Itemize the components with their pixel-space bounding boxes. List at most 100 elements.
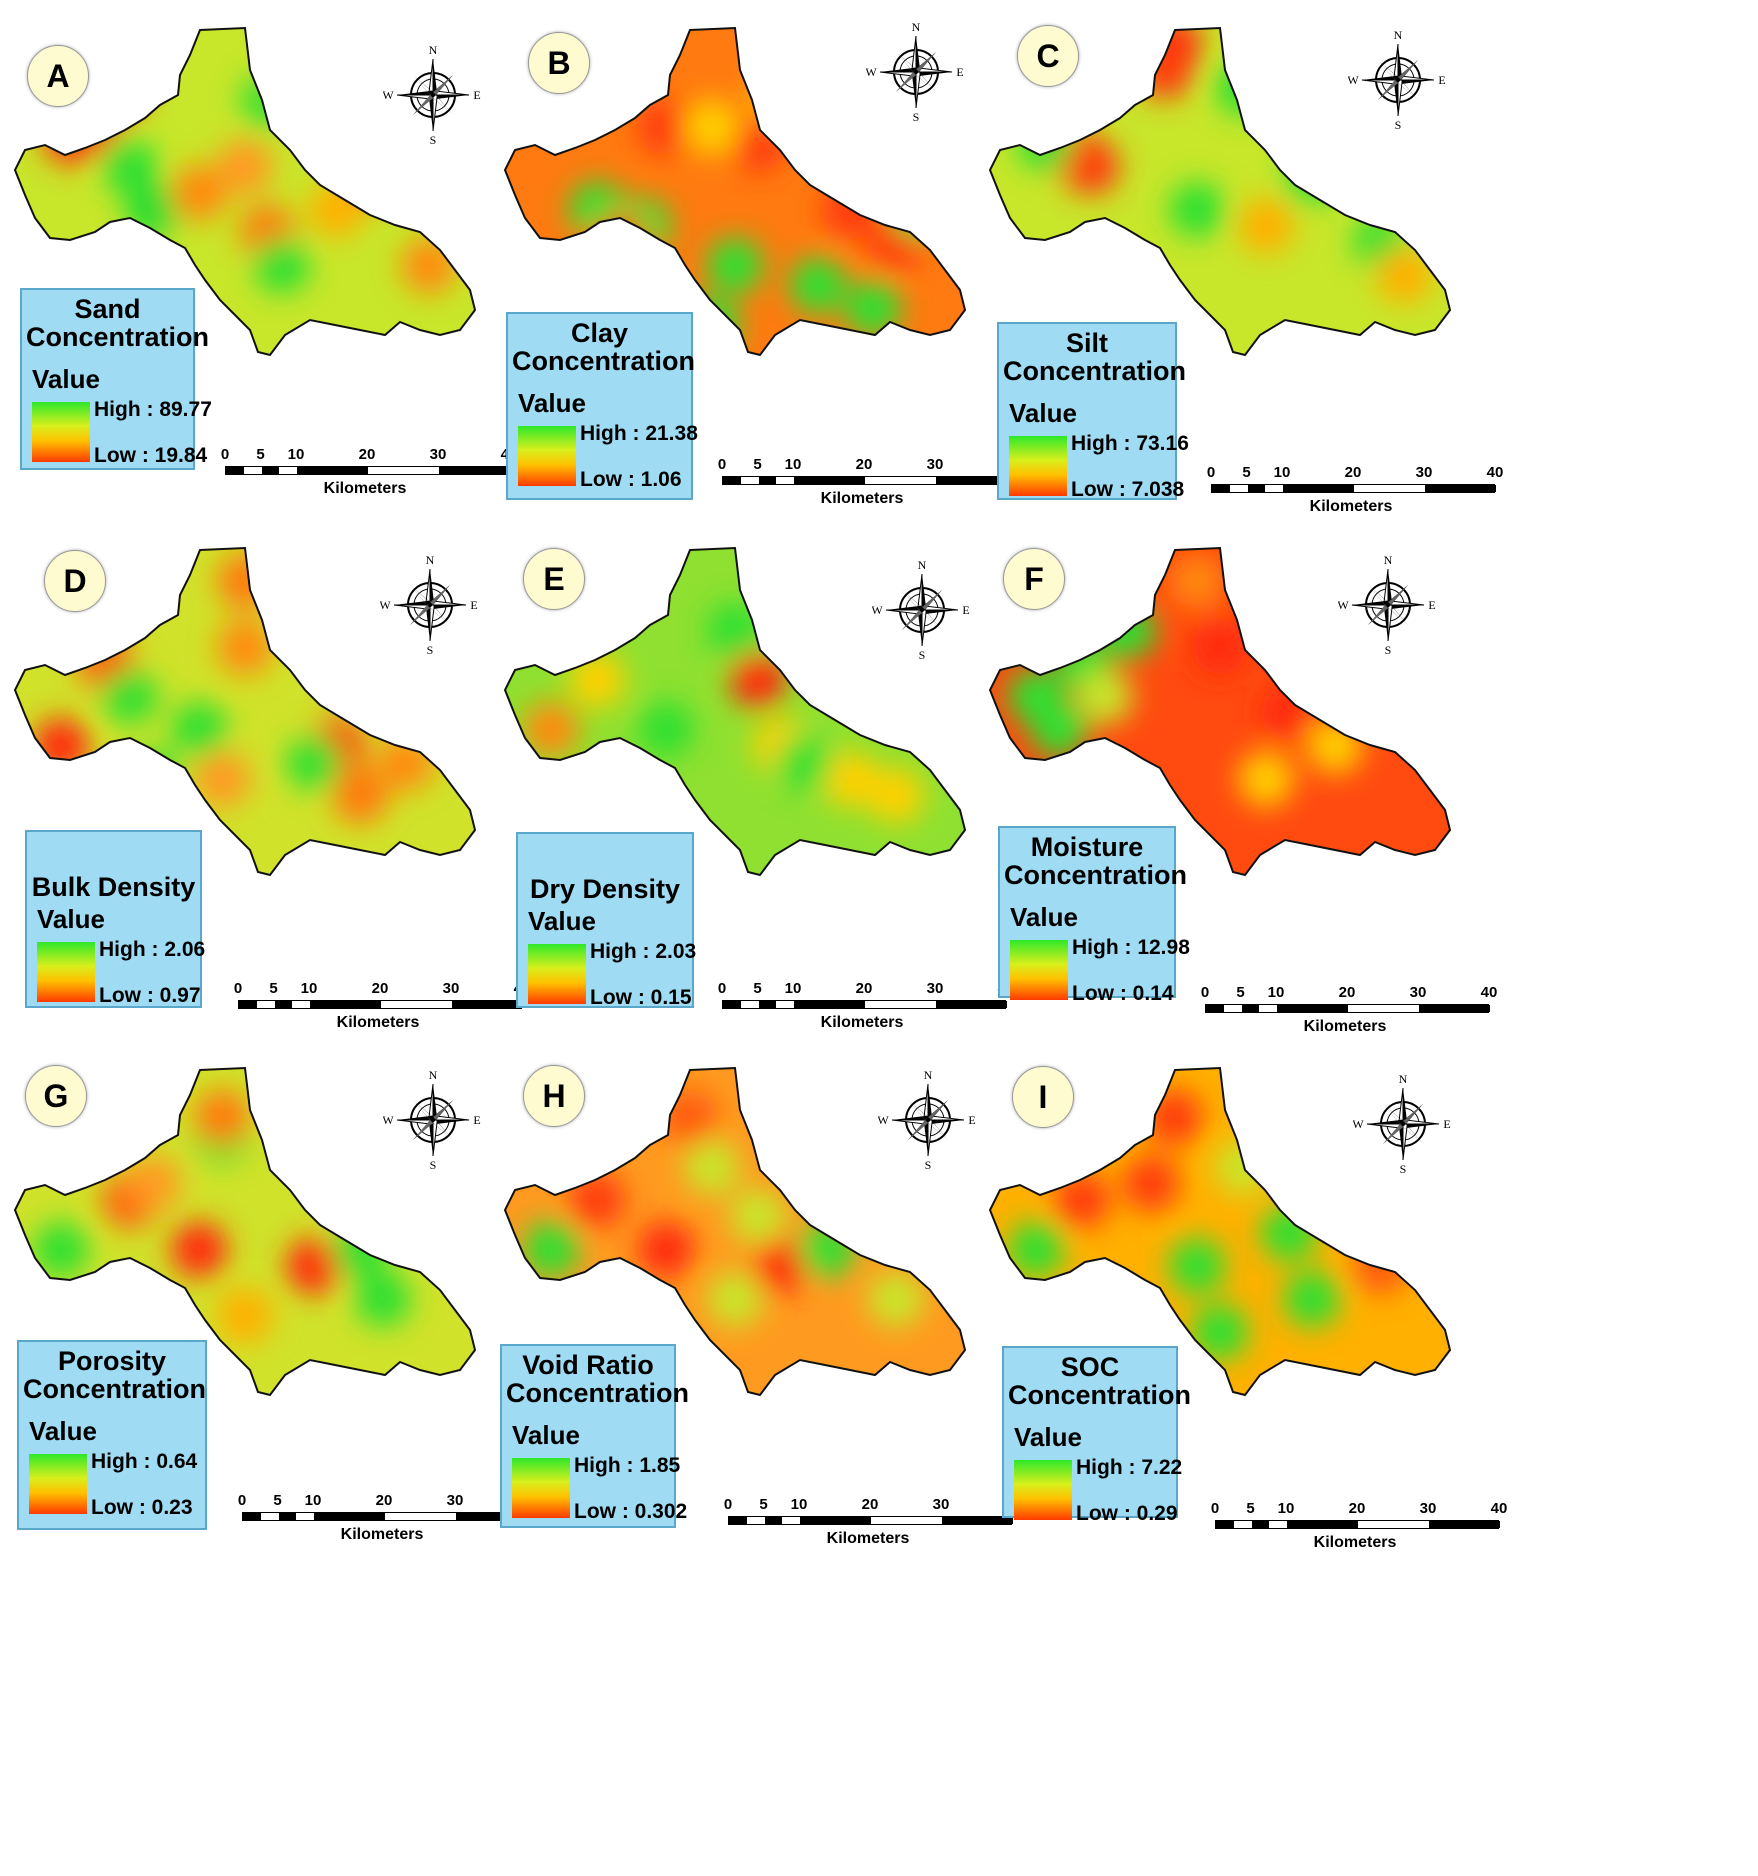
scale-units-label: Kilometers <box>820 490 904 507</box>
legend-high-value: High : 7.22 <box>1076 1456 1183 1479</box>
scale-tick-label: 10 <box>1273 464 1291 481</box>
scale-units-label: Kilometers <box>323 480 407 497</box>
surface-hotspot <box>868 214 924 271</box>
legend-high-value: High : 1.85 <box>574 1454 681 1477</box>
surface-hotspot <box>253 237 310 294</box>
watershed-map <box>13 26 477 357</box>
compass-w-label: W <box>872 603 883 617</box>
scale-tick-label: 5 <box>273 1492 282 1509</box>
scale-tick-label: 5 <box>1246 1500 1255 1517</box>
map-panel-i: I N E S W SOC Concentration Value High : 7.22 Low… <box>975 1040 1561 1660</box>
north-arrow-compass-icon: N E S W <box>872 560 970 660</box>
scale-tick-label: 20 <box>358 446 376 463</box>
compass-e-label: E <box>1428 598 1435 612</box>
compass-s-label: S <box>919 648 926 660</box>
legend-title-line2: Concentration <box>1004 860 1188 890</box>
legend-high-value: High : 73.16 <box>1071 432 1189 455</box>
surface-hotspot <box>355 1271 411 1327</box>
map-panel-d: D N E S W Bulk Density Value High : 2.06 Low : 0… <box>0 520 586 1140</box>
scale-tick-label: 0 <box>237 1492 247 1509</box>
scale-bar-segments <box>1211 484 1496 493</box>
scale-tick-label: 30 <box>926 456 944 473</box>
scale-tick-label: 0 <box>1206 464 1216 481</box>
compass-n-label: N <box>426 555 435 567</box>
scale-bar-segments <box>1205 1004 1490 1013</box>
surface-hotspot <box>125 1155 181 1212</box>
legend-title: Sand <box>74 294 141 324</box>
surface-hotspot <box>355 148 411 205</box>
compass-e-label: E <box>1443 1117 1450 1131</box>
compass-e-label: E <box>1438 73 1445 87</box>
legend-title-line2: Concentration <box>1008 1380 1192 1410</box>
surface-hotspot <box>332 767 388 824</box>
legend-box: Silt Concentration Value High : 73.16 Low : … <box>997 322 1189 501</box>
scale-units-label: Kilometers <box>826 1530 910 1547</box>
scale-tick-label: 30 <box>442 980 460 997</box>
legend-value-label: Value <box>512 1420 580 1450</box>
scale-tick-label: 0 <box>717 980 727 997</box>
scale-tick-label: 10 <box>300 980 318 997</box>
surface-hotspot <box>1192 619 1248 675</box>
surface-hotspot <box>1008 1221 1064 1278</box>
legend-value-label: Value <box>1009 398 1077 428</box>
compass-s-label: S <box>1385 643 1392 655</box>
compass-s-label: S <box>925 1158 932 1170</box>
scale-bar-segments <box>722 476 1007 485</box>
watershed-map <box>988 26 1452 357</box>
watershed-boundary <box>988 546 1452 877</box>
compass-w-label: W <box>383 1113 394 1127</box>
scale-tick-label: 30 <box>932 1496 950 1513</box>
watershed-boundary <box>503 1066 967 1397</box>
watershed-map <box>503 546 967 877</box>
legend-title-line2: Concentration <box>506 1378 690 1408</box>
north-arrow-compass-icon: N E S W <box>1338 555 1436 655</box>
compass-n-label: N <box>912 22 921 34</box>
legend-low-value: Low : 0.23 <box>91 1496 193 1519</box>
legend-title: SOC <box>1060 1352 1120 1382</box>
surface-hotspot <box>1123 1155 1179 1212</box>
surface-hotspot <box>1376 247 1432 304</box>
surface-hotspot <box>378 734 434 791</box>
surface-hotspot <box>217 553 273 609</box>
compass-e-label: E <box>956 65 963 79</box>
north-arrow-compass-icon: N E S W <box>383 45 481 145</box>
legend-box: Dry Density Value High : 2.03 Low : 0.15 <box>516 832 696 1009</box>
surface-hotspot <box>1353 1238 1409 1294</box>
north-arrow-compass-icon: N E S W <box>1348 30 1446 130</box>
watershed-boundary <box>13 546 477 877</box>
panel-letter-badge: F <box>1003 548 1065 610</box>
legend-color-ramp <box>1014 1460 1072 1520</box>
legend-value-label: Value <box>37 904 105 934</box>
surface-hotspot <box>753 66 809 122</box>
surface-hotspot <box>1031 701 1087 758</box>
panel-letter-badge: C <box>1017 25 1079 87</box>
surface-hotspot <box>638 1221 694 1278</box>
scale-tick-label: 5 <box>256 446 265 463</box>
compass-s-label: S <box>1395 118 1402 130</box>
scale-tick-label: 20 <box>1344 464 1362 481</box>
legend-color-ramp <box>1010 940 1068 1000</box>
surface-hotspot <box>868 1271 924 1327</box>
legend-color-ramp <box>528 944 586 1004</box>
surface-hotspot <box>684 99 740 155</box>
map-panel-f: F N E S W Moisture Concentration Value High : 12… <box>975 520 1561 1140</box>
surface-hotspot <box>753 1238 809 1294</box>
surface-hotspot <box>171 165 227 221</box>
compass-e-label: E <box>968 1113 975 1127</box>
scale-tick-label: 10 <box>784 980 802 997</box>
surface-hotspot <box>1192 1304 1248 1360</box>
legend-box: SOC Concentration Value High : 7.22 Low : 0.… <box>1002 1346 1192 1525</box>
watershed-map <box>503 1066 967 1397</box>
map-panel-c: C N E S W Silt Concentration Value High : 73.16 L… <box>975 0 1561 620</box>
legend-title: Dry Density <box>529 874 681 904</box>
surface-hotspot <box>845 280 901 337</box>
surface-hotspot <box>707 237 763 294</box>
panel-letter-badge: H <box>523 1065 585 1127</box>
surface-hotspot <box>88 66 145 122</box>
scale-bar-segments <box>728 1516 1013 1525</box>
surface-hotspot <box>1017 115 1074 172</box>
watershed-boundary <box>13 1066 477 1397</box>
